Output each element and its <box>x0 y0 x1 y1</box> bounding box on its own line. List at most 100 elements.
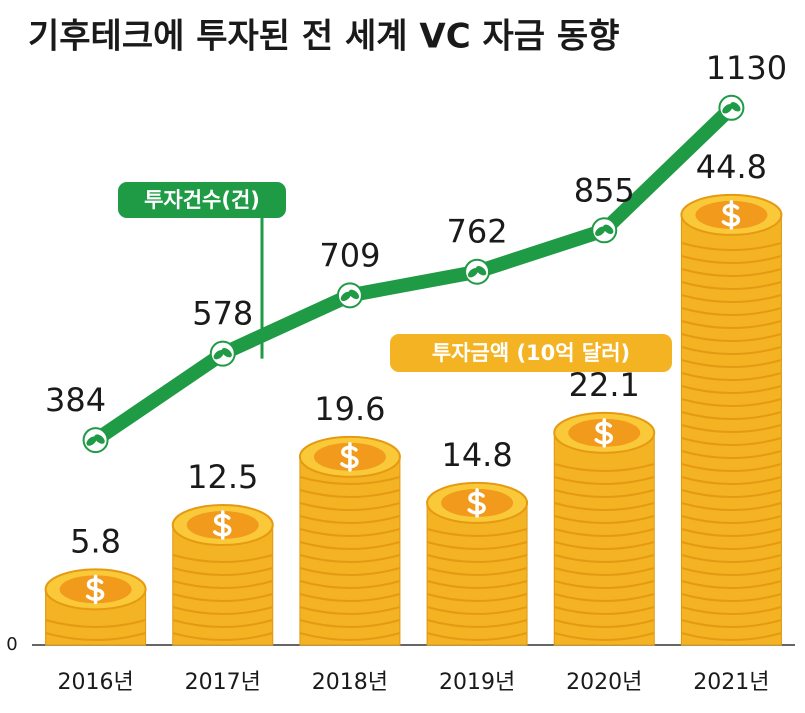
bar-value-label: 5.8 <box>70 522 121 560</box>
coin-edge <box>681 268 782 277</box>
coin-edge <box>553 489 655 498</box>
coin-edge <box>299 593 401 602</box>
coin-edge <box>681 346 782 355</box>
coin-edge <box>426 593 528 602</box>
coin-edge <box>172 619 274 628</box>
coin-edge <box>172 632 274 641</box>
x-tick-label: 2017년 <box>185 670 261 695</box>
coin-edge <box>172 554 274 563</box>
coin-edge <box>553 580 655 589</box>
legend-label: 투자금액 (10억 달러) <box>432 341 630 365</box>
coin-edge <box>681 567 782 576</box>
coin-decoration <box>680 193 783 641</box>
coin-edge <box>681 463 782 472</box>
coin-edge <box>172 593 274 602</box>
coin-edge <box>426 554 528 563</box>
coin-edge <box>681 619 782 628</box>
coin-edge <box>299 515 401 524</box>
coin-edge <box>172 580 274 589</box>
bar <box>680 214 782 646</box>
bar-value-label: 44.8 <box>696 148 767 186</box>
bar <box>299 456 401 646</box>
legend-box <box>390 334 672 372</box>
coin-edge <box>681 606 782 615</box>
leaf <box>348 289 360 300</box>
coin-edge <box>553 619 655 628</box>
coin-decoration <box>298 435 401 641</box>
coin-edge <box>681 450 782 459</box>
coin-edge <box>681 398 782 407</box>
dollar-icon <box>85 574 105 605</box>
coin-edge <box>553 567 655 576</box>
coin-edge <box>426 580 528 589</box>
line-value-label: 762 <box>447 213 508 251</box>
x-tick-label: 2020년 <box>566 670 642 695</box>
coin-edge <box>299 567 401 576</box>
coin-edge <box>681 385 782 394</box>
coin-edge <box>553 632 655 641</box>
coin-edge <box>299 619 401 628</box>
coin-edge <box>553 502 655 511</box>
coin-edge <box>299 580 401 589</box>
coin-edge <box>681 593 782 602</box>
coin-edge <box>426 541 528 550</box>
coin-edge <box>681 372 782 381</box>
bar-value-label: 19.6 <box>314 390 385 428</box>
leaf <box>86 436 97 446</box>
bar-value-label: 12.5 <box>187 458 258 496</box>
coin-decoration <box>553 411 656 641</box>
leaf <box>595 226 606 236</box>
dollar-icon <box>721 200 741 230</box>
coin-edge <box>299 502 401 511</box>
coin-edge <box>681 580 782 589</box>
leaf <box>213 349 224 360</box>
coin-edge <box>553 593 655 602</box>
coin-edge <box>681 541 782 550</box>
coin-edge <box>426 567 528 576</box>
bar-value-label: 14.8 <box>441 436 512 474</box>
bar <box>426 502 528 646</box>
coin-edge <box>553 528 655 537</box>
coin-edge <box>681 632 782 641</box>
leaf <box>467 268 479 278</box>
line-value-label: 384 <box>45 381 106 419</box>
line-value-label: 709 <box>319 236 380 274</box>
coin-edge <box>553 606 655 615</box>
coin-edge <box>553 476 655 485</box>
coin-edge <box>299 489 401 498</box>
legend-label: 투자건수(건) <box>144 188 260 212</box>
line <box>91 102 737 446</box>
x-tick-label: 2018년 <box>312 670 388 695</box>
leaf <box>722 104 733 114</box>
coin-edge <box>681 489 782 498</box>
line-value-label: 855 <box>574 171 635 209</box>
coin-edge <box>553 554 655 563</box>
y-tick-label: 0 <box>6 634 17 655</box>
line-value-label: 578 <box>192 295 253 333</box>
coin-edge <box>299 541 401 550</box>
dollar-icon <box>213 510 232 540</box>
coin-edge <box>553 463 655 472</box>
coin-edge <box>299 632 401 641</box>
leaf <box>221 347 232 358</box>
coin-decoration <box>171 504 274 641</box>
coin-edge <box>681 554 782 563</box>
coin-decoration <box>426 481 529 641</box>
leaf <box>603 224 614 234</box>
coin-edge <box>299 528 401 537</box>
dollar-icon <box>340 442 359 472</box>
coin-edge <box>553 541 655 550</box>
leaf <box>730 102 741 112</box>
coin-edge <box>681 437 782 446</box>
legend-box <box>118 182 286 218</box>
line-value-label: 1130 <box>706 49 787 87</box>
coin-edge <box>681 528 782 537</box>
coin-edge <box>553 515 655 524</box>
coin-edge <box>681 411 782 420</box>
coin-edge <box>681 281 782 290</box>
chart-title: 기후테크에 투자된 전 세계 VC 자금 동향 <box>28 17 620 57</box>
coin-edge <box>681 307 782 316</box>
coin-edge <box>681 255 782 264</box>
